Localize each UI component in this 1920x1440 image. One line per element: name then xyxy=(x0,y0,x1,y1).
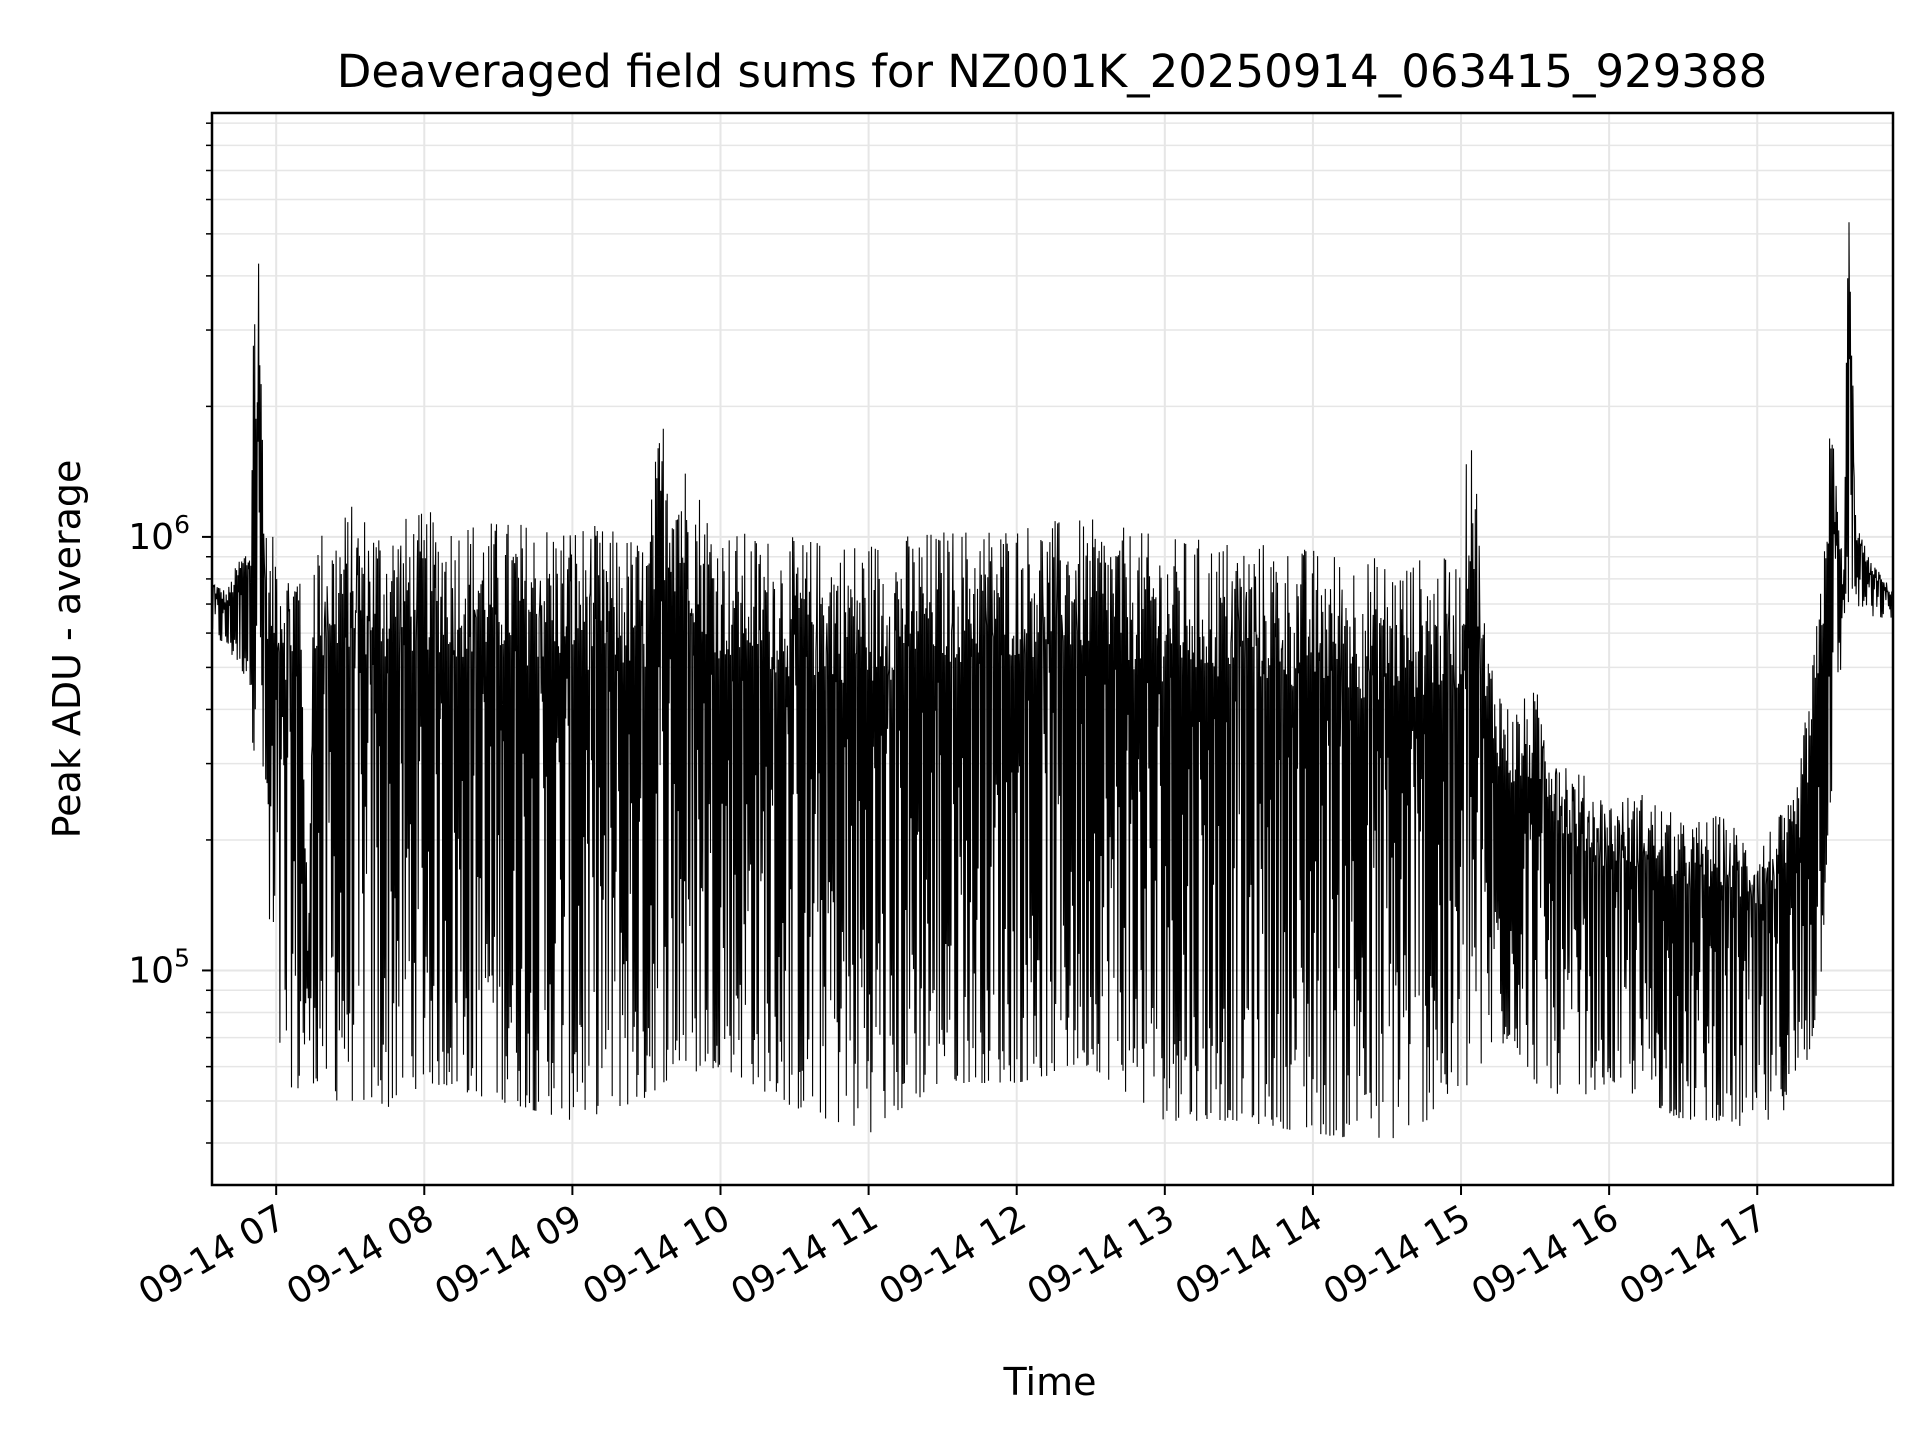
series-line xyxy=(211,222,1894,1139)
plot-area xyxy=(211,222,1894,1139)
y-tick-label: 105 xyxy=(128,943,190,991)
chart-title: Deaveraged field sums for NZ001K_2025091… xyxy=(337,45,1768,98)
axes-frame xyxy=(210,111,1895,1187)
y-tick-label: 106 xyxy=(128,510,190,558)
x-axis-label: Time xyxy=(1003,1360,1097,1404)
y-axis-label: Peak ADU - average xyxy=(45,460,89,839)
